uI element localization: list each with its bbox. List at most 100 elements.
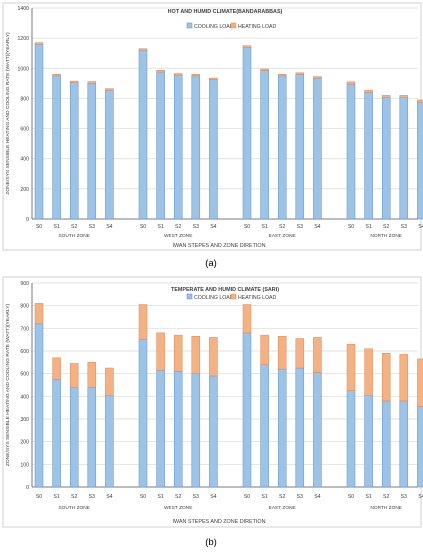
panel-label: (b) (205, 537, 217, 548)
y-tick-label: 1200 (17, 36, 29, 42)
bar-cooling-load (313, 372, 322, 488)
bar-heating-load (156, 69, 165, 73)
zone-group-label: EAST ZONE (269, 505, 296, 511)
chart-panel-1: 0 200 400 600 800 1000 1200 1400 S0 S1 S2 S3 S4 S0 S1 S… (2, 2, 423, 269)
legend-swatch-heating (230, 293, 237, 300)
y-tick-label: 600 (20, 349, 29, 355)
x-tick-label: S1 (53, 494, 59, 500)
legend-swatch-cooling (186, 22, 193, 29)
zone-group-label: WEST ZONE (164, 233, 192, 239)
bar-heating-load (34, 42, 44, 45)
zone-group-label: SOUTH ZONE (58, 505, 89, 511)
y-tick-label: 0 (26, 217, 29, 223)
x-tick-label: S1 (261, 224, 267, 230)
x-tick-label: S4 (314, 224, 320, 230)
y-tick-label: 100 (20, 462, 29, 468)
x-tick-label: S0 (36, 494, 42, 500)
x-tick-label: S2 (71, 494, 77, 500)
bar-heating-load (399, 354, 409, 402)
y-tick-label: 800 (20, 304, 29, 310)
bar-heating-load (87, 81, 97, 84)
x-tick-label: S1 (53, 224, 59, 230)
bar-heating-load (242, 45, 252, 48)
bar-heating-load (52, 74, 61, 77)
x-tick-label: S0 (140, 494, 146, 500)
bar-cooling-load (277, 368, 287, 488)
bar-heating-load (417, 99, 423, 103)
x-tick-label: S2 (175, 224, 181, 230)
bar-cooling-load (52, 75, 61, 220)
y-tick-label: 700 (20, 326, 29, 332)
legend-label-heating: HEATING LOAD (238, 295, 276, 301)
zone-group-label: EAST ZONE (269, 233, 296, 239)
y-tick-label: 600 (20, 127, 29, 133)
x-tick-label: S0 (348, 494, 354, 500)
x-tick-label: S1 (365, 224, 371, 230)
x-axis-label: IWAN STEPES AND ZONE DIRETION (173, 519, 266, 525)
x-tick-label: S4 (210, 494, 216, 500)
y-tick-label: 200 (20, 440, 29, 446)
bar-heating-load (209, 77, 218, 80)
x-tick-label: S4 (418, 494, 423, 500)
x-tick-label: S4 (106, 494, 112, 500)
y-tick-label: 300 (20, 417, 29, 423)
bar-heating-load (138, 304, 148, 340)
bar-cooling-load (346, 83, 356, 220)
zone-group-label: WEST ZONE (164, 505, 192, 511)
bar-cooling-load (87, 387, 97, 488)
x-tick-label: S1 (365, 494, 371, 500)
x-tick-label: S2 (71, 224, 77, 230)
bar-heating-load (346, 343, 356, 391)
bar-heating-load (364, 89, 373, 93)
bar-cooling-load (242, 332, 252, 488)
x-tick-label: S2 (279, 224, 285, 230)
legend-swatch-cooling (186, 293, 193, 300)
bar-cooling-load (87, 83, 97, 220)
y-tick-label: 900 (20, 281, 29, 287)
zone-group-label: SOUTH ZONE (58, 233, 89, 239)
bar-cooling-load (69, 82, 79, 220)
bar-heating-load (295, 72, 305, 75)
x-tick-label: S4 (418, 224, 423, 230)
bar-cooling-load (381, 400, 391, 488)
legend-label-cooling: COOLING LOAD (194, 295, 234, 301)
x-tick-label: S3 (401, 494, 407, 500)
bar-cooling-load (138, 339, 148, 488)
x-tick-label: S2 (383, 494, 389, 500)
y-tick-label: 200 (20, 187, 29, 193)
bar-cooling-load (156, 71, 165, 220)
bar-heating-load (260, 334, 269, 365)
x-tick-label: S4 (210, 224, 216, 230)
chart-panel-2: 0 100 200 300 400 500 600 700 800 900 S0 S1 S2 S3 S4 S0… (2, 276, 423, 548)
bar-cooling-load (105, 89, 114, 220)
y-tick-label: 1000 (17, 66, 29, 72)
bar-cooling-load (34, 323, 44, 488)
bar-heating-load (34, 303, 44, 325)
bar-cooling-load (209, 375, 218, 488)
bar-cooling-load (242, 46, 252, 220)
bar-cooling-load (173, 371, 183, 488)
bar-heating-load (260, 68, 269, 71)
bar-heating-load (52, 357, 61, 380)
x-tick-label: S3 (297, 494, 303, 500)
bar-cooling-load (295, 367, 305, 488)
x-tick-label: S4 (314, 494, 320, 500)
bar-heating-load (364, 348, 373, 396)
bar-cooling-load (209, 79, 218, 220)
bar-cooling-load (364, 92, 373, 220)
bar-heating-load (87, 362, 97, 388)
y-tick-label: 800 (20, 96, 29, 102)
bar-heating-load (295, 338, 305, 369)
bar-cooling-load (52, 379, 61, 488)
bar-heating-load (191, 74, 201, 77)
bar-heating-load (277, 336, 287, 370)
legend-swatch-heating (230, 22, 237, 29)
bar-cooling-load (260, 364, 269, 488)
bar-heating-load (242, 304, 252, 334)
bar-heating-load (138, 48, 148, 51)
x-tick-label: S3 (89, 224, 95, 230)
y-tick-label: 1400 (17, 6, 29, 12)
bar-cooling-load (399, 97, 409, 220)
